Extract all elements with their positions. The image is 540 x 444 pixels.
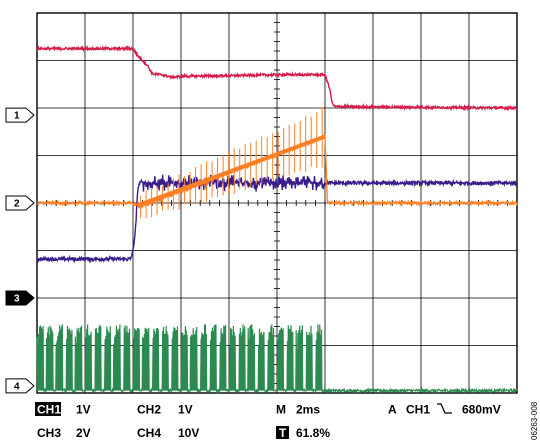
ch3-label: CH3 — [37, 426, 61, 440]
traces — [36, 44, 518, 395]
trace-line-ch4 — [36, 324, 518, 395]
falling-edge-icon — [437, 403, 452, 414]
trace-ch3 — [36, 174, 518, 264]
channel-marker-label: 3 — [14, 294, 20, 305]
trace-ramp-ch2 — [137, 134, 326, 208]
readout-panel: CH1 1V CH2 1V M 2ms A CH1 680mV CH3 2V C… — [35, 402, 501, 440]
trace-ch2 — [36, 107, 518, 219]
channel-marker-4: 4 — [5, 378, 35, 394]
trigger-position-value: 61.8% — [296, 426, 330, 440]
trigger-channel: CH1 — [406, 403, 430, 417]
channel-marker-shape — [5, 195, 35, 211]
ch1-label: CH1 — [37, 403, 61, 417]
timebase-value: 2ms — [296, 403, 320, 417]
trace-spikes-ch2 — [140, 107, 323, 219]
trace-ch4 — [36, 324, 518, 395]
ch1-label-highlight — [35, 402, 61, 416]
channel-marker-shape — [5, 107, 35, 123]
trigger-level: 680mV — [462, 403, 501, 417]
channel-marker-shape — [5, 290, 35, 306]
ch2-scale: 1V — [178, 403, 193, 417]
trace-line-ch1 — [36, 44, 518, 112]
ch4-label: CH4 — [137, 426, 161, 440]
channel-marker-label: 4 — [14, 381, 20, 392]
channel-markers: 1 2 3 4 — [5, 107, 35, 394]
figure-id: 06263-008 — [530, 401, 539, 440]
channel-marker-label: 2 — [14, 199, 20, 210]
channel-marker-3: 3 — [5, 290, 35, 306]
channel-marker-label: 1 — [14, 111, 20, 122]
ch4-scale: 10V — [178, 426, 199, 440]
trigger-position-icon-letter: T — [279, 426, 287, 440]
trace-ch1 — [36, 44, 518, 112]
timebase-label: M — [276, 403, 286, 417]
trace-line-ch3 — [36, 174, 518, 264]
trigger-position-icon — [276, 426, 289, 439]
ch3-scale: 2V — [76, 426, 91, 440]
ch1-scale: 1V — [76, 403, 91, 417]
ch2-label: CH2 — [137, 403, 161, 417]
channel-marker-shape — [5, 378, 35, 394]
channel-marker-1: 1 — [5, 107, 35, 123]
channel-marker-2: 2 — [5, 195, 35, 211]
trigger-label: A — [388, 403, 397, 417]
